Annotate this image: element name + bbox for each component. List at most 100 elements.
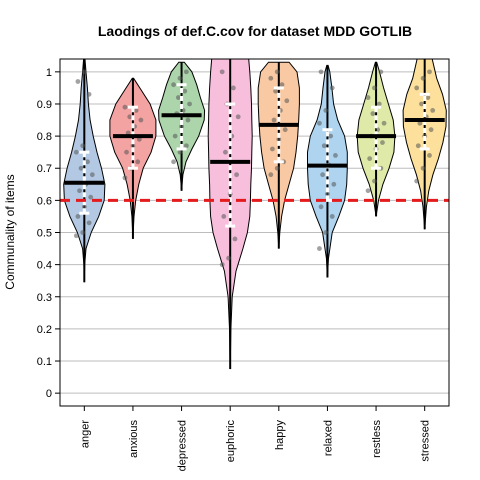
point-happy-9 bbox=[273, 89, 278, 94]
point-anger-0 bbox=[74, 233, 79, 238]
point-stressed-8 bbox=[430, 108, 435, 113]
point-depressed-0 bbox=[171, 159, 176, 164]
point-stressed-2 bbox=[427, 153, 432, 158]
point-restless-5 bbox=[380, 140, 385, 145]
point-depressed-12 bbox=[178, 76, 183, 81]
point-restless-1 bbox=[372, 179, 377, 184]
point-relaxed-14 bbox=[319, 69, 324, 74]
point-anger-13 bbox=[87, 92, 92, 97]
point-depressed-2 bbox=[184, 143, 189, 148]
y-tick-label-8: 0.8 bbox=[37, 131, 52, 143]
point-euphoric-10 bbox=[231, 86, 236, 91]
point-restless-10 bbox=[377, 102, 382, 107]
point-depressed-9 bbox=[176, 95, 181, 100]
x-tick-label-happy: happy bbox=[274, 420, 286, 450]
point-happy-0 bbox=[268, 172, 273, 177]
point-depressed-3 bbox=[173, 134, 178, 139]
point-relaxed-9 bbox=[322, 143, 327, 148]
y-tick-label-10: 1 bbox=[46, 67, 52, 79]
point-restless-9 bbox=[370, 111, 375, 116]
point-relaxed-0 bbox=[317, 246, 322, 251]
chart-title: Laodings of def.C.cov for dataset MDD GO… bbox=[98, 23, 412, 39]
point-stressed-1 bbox=[421, 166, 426, 171]
point-happy-3 bbox=[270, 147, 275, 152]
point-anxious-2 bbox=[135, 159, 140, 164]
point-restless-12 bbox=[372, 86, 377, 91]
point-anxious-0 bbox=[123, 175, 128, 180]
point-depressed-13 bbox=[184, 69, 189, 74]
point-anger-9 bbox=[79, 166, 84, 171]
point-anxious-9 bbox=[127, 114, 132, 119]
point-anxious-11 bbox=[123, 105, 128, 110]
point-relaxed-5 bbox=[331, 182, 336, 187]
y-tick-label-4: 0.4 bbox=[37, 260, 52, 272]
point-restless-0 bbox=[366, 188, 371, 193]
point-anxious-3 bbox=[124, 150, 129, 155]
x-tick-label-euphoric: euphoric bbox=[225, 420, 237, 463]
y-axis-label: Communality of items bbox=[3, 174, 17, 289]
point-anger-15 bbox=[82, 69, 87, 74]
y-tick-label-0: 0 bbox=[46, 388, 52, 400]
point-relaxed-12 bbox=[323, 108, 328, 113]
point-relaxed-11 bbox=[317, 121, 322, 126]
point-happy-8 bbox=[284, 98, 289, 103]
x-tick-label-stressed: stressed bbox=[420, 420, 432, 462]
point-relaxed-10 bbox=[328, 134, 333, 139]
point-depressed-11 bbox=[171, 82, 176, 87]
point-euphoric-3 bbox=[221, 214, 226, 219]
point-relaxed-2 bbox=[330, 214, 335, 219]
point-anger-2 bbox=[87, 220, 92, 225]
y-tick-label-5: 0.5 bbox=[37, 228, 52, 240]
point-relaxed-8 bbox=[333, 153, 338, 158]
point-euphoric-2 bbox=[233, 237, 238, 242]
point-restless-13 bbox=[378, 69, 383, 74]
point-stressed-13 bbox=[427, 69, 432, 74]
point-anger-10 bbox=[85, 159, 90, 164]
y-tick-label-6: 0.6 bbox=[37, 195, 52, 207]
point-stressed-3 bbox=[416, 143, 421, 148]
point-anger-11 bbox=[74, 150, 79, 155]
point-euphoric-8 bbox=[236, 114, 241, 119]
point-stressed-11 bbox=[414, 86, 419, 91]
point-relaxed-13 bbox=[330, 86, 335, 91]
point-euphoric-6 bbox=[223, 150, 228, 155]
x-tick-label-relaxed: relaxed bbox=[322, 420, 334, 456]
point-stressed-12 bbox=[421, 76, 426, 81]
point-stressed-0 bbox=[414, 179, 419, 184]
point-happy-1 bbox=[275, 166, 280, 171]
y-tick-label-7: 0.7 bbox=[37, 163, 52, 175]
y-tick-label-3: 0.3 bbox=[37, 292, 52, 304]
point-anger-3 bbox=[76, 214, 81, 219]
point-happy-10 bbox=[280, 82, 285, 87]
point-depressed-1 bbox=[178, 150, 183, 155]
point-relaxed-6 bbox=[320, 172, 325, 177]
y-tick-label-9: 0.9 bbox=[37, 99, 52, 111]
point-relaxed-3 bbox=[319, 204, 324, 209]
point-anger-8 bbox=[90, 172, 95, 177]
point-euphoric-0 bbox=[220, 262, 225, 267]
point-anxious-10 bbox=[134, 108, 139, 113]
point-depressed-10 bbox=[182, 89, 187, 94]
y-tick-label-1: 0.1 bbox=[37, 356, 52, 368]
point-restless-11 bbox=[366, 95, 371, 100]
point-stressed-9 bbox=[419, 102, 424, 107]
violins bbox=[64, 59, 447, 369]
y-tick-label-2: 0.2 bbox=[37, 324, 52, 336]
point-happy-5 bbox=[283, 127, 288, 132]
point-anger-14 bbox=[76, 79, 81, 84]
x-tick-label-anger: anger bbox=[79, 420, 91, 448]
point-relaxed-1 bbox=[323, 230, 328, 235]
x-tick-label-depressed: depressed bbox=[177, 420, 189, 471]
point-anger-5 bbox=[88, 195, 93, 200]
point-euphoric-1 bbox=[226, 256, 231, 261]
point-euphoric-5 bbox=[234, 172, 239, 177]
x-tick-label-anxious: anxious bbox=[128, 420, 140, 458]
point-stressed-10 bbox=[425, 95, 430, 100]
point-depressed-8 bbox=[187, 102, 192, 107]
point-happy-12 bbox=[275, 69, 280, 74]
point-depressed-5 bbox=[186, 118, 191, 123]
point-anger-12 bbox=[80, 143, 85, 148]
point-anger-6 bbox=[77, 188, 82, 193]
x-tick-label-restless: restless bbox=[371, 420, 383, 458]
